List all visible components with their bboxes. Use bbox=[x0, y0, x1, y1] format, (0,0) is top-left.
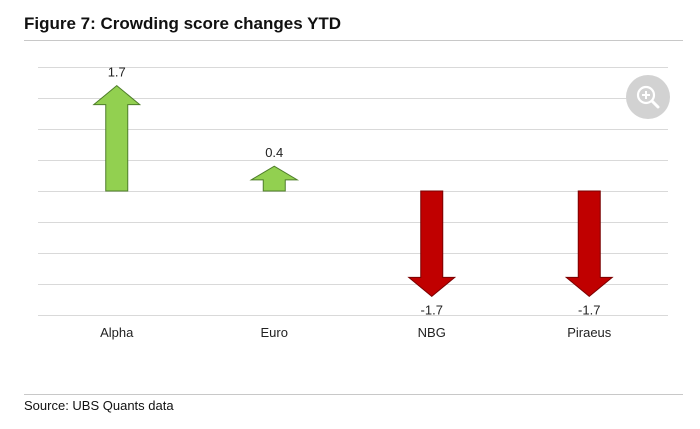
category-label: Alpha bbox=[100, 325, 134, 340]
arrow-alpha bbox=[92, 84, 142, 192]
data-label: 0.4 bbox=[265, 145, 283, 160]
data-label: -1.7 bbox=[421, 302, 443, 317]
source-divider bbox=[24, 394, 683, 395]
zoom-button[interactable] bbox=[626, 75, 670, 119]
category-label: Piraeus bbox=[567, 325, 612, 340]
title-divider bbox=[24, 40, 683, 41]
source-note: Source: UBS Quants data bbox=[24, 398, 174, 413]
arrows bbox=[92, 84, 614, 298]
arrow-piraeus bbox=[564, 190, 614, 298]
figure-title: Figure 7: Crowding score changes YTD bbox=[24, 14, 342, 33]
gridlines bbox=[38, 67, 668, 316]
category-label: Euro bbox=[261, 325, 288, 340]
arrow-euro bbox=[249, 165, 300, 192]
category-label: NBG bbox=[418, 325, 446, 340]
data-label: -1.7 bbox=[578, 302, 600, 317]
chart: 1.7 Alpha 0.4 Euro -1.7 NBG -1.7 Piraeus bbox=[38, 65, 668, 340]
labels: 1.7 Alpha 0.4 Euro -1.7 NBG -1.7 Piraeus bbox=[100, 65, 612, 340]
arrow-nbg bbox=[407, 190, 457, 298]
data-label: 1.7 bbox=[108, 65, 126, 80]
zoom-in-icon bbox=[636, 85, 660, 109]
